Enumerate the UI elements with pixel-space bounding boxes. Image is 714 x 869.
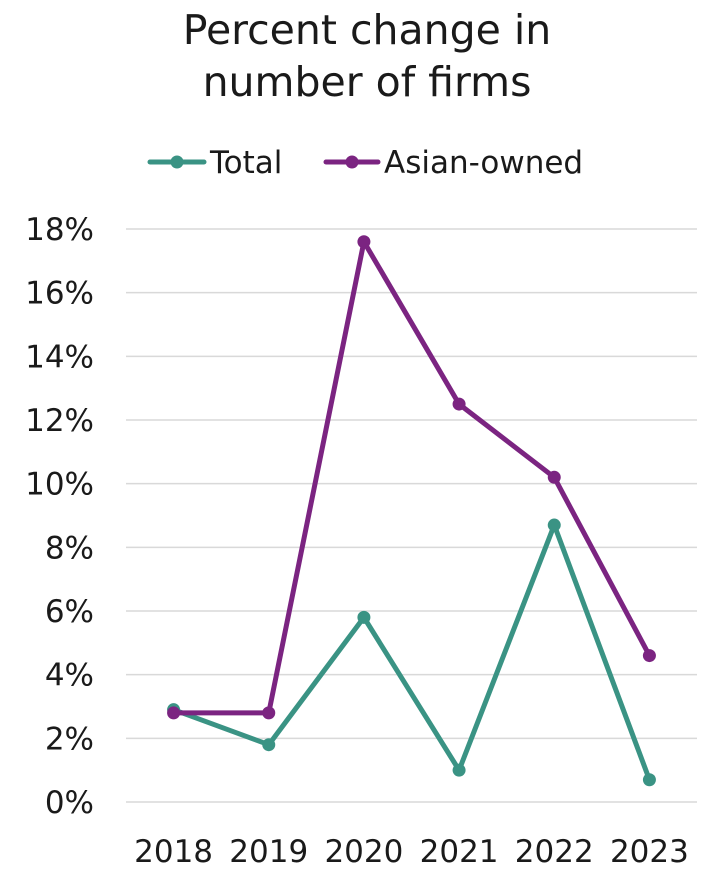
x-axis: 2018 2019 2020 2021 2022 2023 — [134, 834, 689, 869]
legend-swatch-marker — [170, 155, 184, 169]
x-tick-label: 2022 — [515, 834, 594, 869]
legend-item: Asian-owned — [323, 145, 583, 181]
legend-label: Asian-owned — [384, 145, 583, 181]
y-tick-label: 8% — [45, 530, 94, 566]
y-axis: 0% 2% 4% 6% 8% 10% 12% 14% 16% 18% — [25, 212, 94, 821]
series-line — [171, 239, 652, 716]
x-tick-label: 2023 — [610, 834, 689, 869]
legend-item: Total — [147, 145, 282, 181]
data-point — [642, 773, 656, 787]
y-tick-label: 6% — [45, 594, 94, 630]
data-point — [452, 397, 466, 411]
chart-title-line-1: Percent change in — [182, 6, 552, 54]
chart-title-line-2: number of firms — [202, 58, 532, 106]
y-tick-label: 16% — [25, 276, 94, 312]
y-tick-label: 0% — [45, 785, 94, 821]
y-tick-label: 4% — [45, 658, 94, 694]
legend-swatch-marker — [345, 155, 359, 169]
series-asian-owned — [167, 235, 656, 720]
x-tick-label: 2019 — [229, 834, 308, 869]
data-point — [642, 649, 656, 663]
series-line — [171, 522, 652, 783]
y-tick-label: 2% — [45, 721, 94, 757]
gridlines — [126, 228, 697, 803]
legend-label: Total — [209, 145, 282, 181]
data-point — [262, 706, 276, 720]
y-tick-label: 10% — [25, 467, 94, 503]
y-tick-label: 12% — [25, 403, 94, 439]
data-point — [357, 610, 371, 624]
data-point — [357, 235, 371, 249]
data-point — [452, 763, 466, 777]
data-point — [547, 470, 561, 484]
series-total — [167, 518, 656, 787]
legend: Total Asian-owned — [147, 145, 583, 181]
data-point — [262, 738, 276, 752]
data-point — [167, 706, 181, 720]
data-point — [547, 518, 561, 532]
y-tick-label: 14% — [25, 339, 94, 375]
x-tick-label: 2020 — [324, 834, 403, 869]
x-tick-label: 2021 — [420, 834, 499, 869]
chart-title: Percent change in number of firms — [0, 4, 714, 108]
y-tick-label: 18% — [25, 212, 94, 248]
x-tick-label: 2018 — [134, 834, 213, 869]
